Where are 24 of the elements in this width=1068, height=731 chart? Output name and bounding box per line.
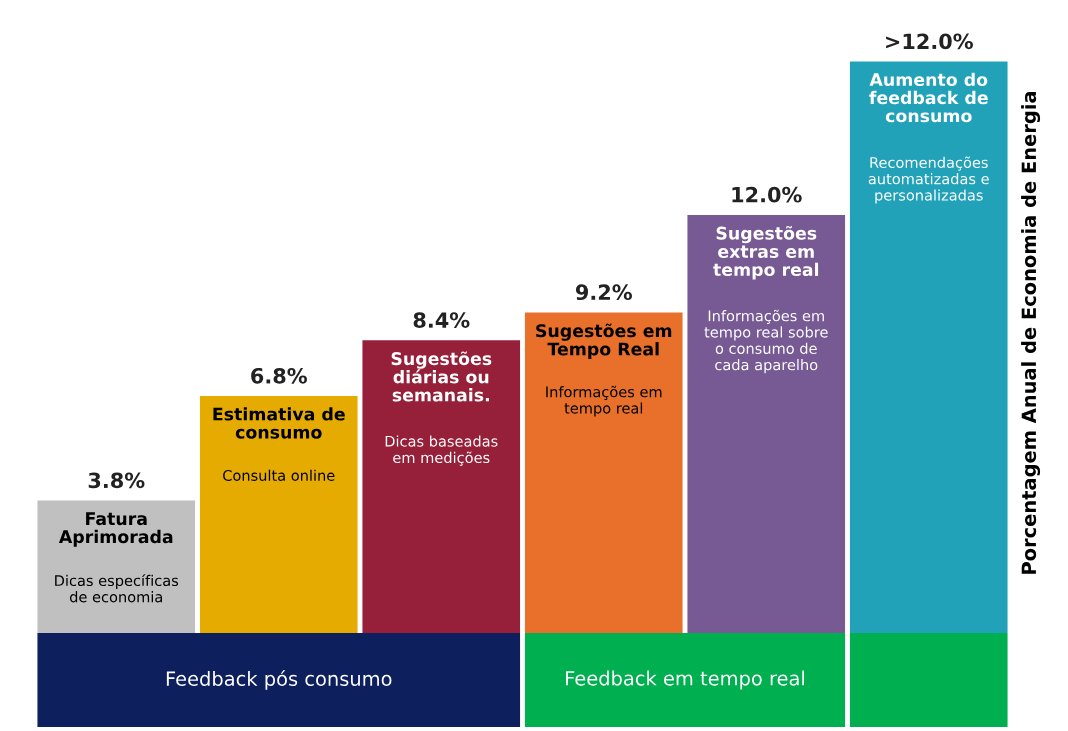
bar	[362, 340, 521, 633]
annotation: Informações em tempo real	[546, 385, 662, 417]
y-axis-title: Porcentagem Anual de Economia de Energia	[1021, 91, 1041, 574]
text: Feedback em tempo real	[566, 670, 804, 690]
annotation: Consulta online	[223, 469, 335, 481]
annotation: Dicas específicas de economia	[55, 574, 179, 603]
x-tick-label: Aumento do feedback de consumo	[869, 72, 988, 123]
text: Feedback pós consumo	[166, 670, 392, 690]
x-tick-label: Sugestões diárias ou semanais.	[391, 351, 492, 402]
bar	[199, 396, 358, 633]
data-label: 12.0%	[732, 186, 802, 203]
data-label: >12.0%	[886, 33, 973, 50]
x-tick-label: Fatura Aprimorada	[58, 512, 173, 547]
data-label: 3.8%	[88, 472, 145, 489]
data-label: 6.8%	[251, 367, 307, 384]
annotation: Recomendações automatizadas e personalizadas	[868, 156, 989, 204]
bar	[37, 500, 196, 633]
annotation: Dicas baseadas em medições	[385, 435, 498, 466]
annotation: Informações em tempo real sobre o consumo de cada aparelho	[704, 309, 828, 374]
data-label: 9.2%	[575, 284, 632, 301]
x-tick-label: Sugestões em Tempo Real	[536, 323, 672, 359]
data-label: 8.4%	[413, 312, 470, 328]
x-tick-label: Sugestões extras em tempo real	[713, 225, 819, 280]
x-tick-label: Estimativa de consumo	[213, 407, 345, 439]
